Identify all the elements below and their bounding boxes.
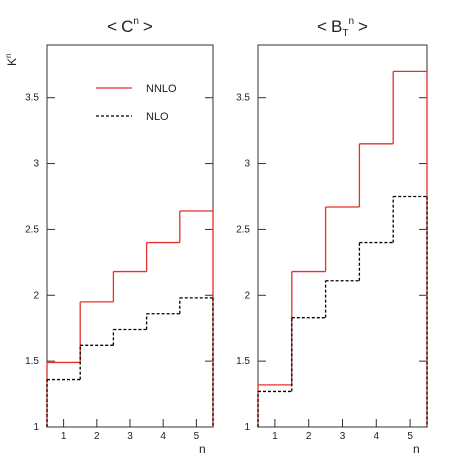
y-tick-label: 3 (244, 159, 250, 170)
legend-label: NLO (146, 111, 169, 123)
plot-frame (257, 44, 428, 428)
title-sub: T (342, 28, 348, 39)
chart-title: < Cn > (107, 16, 153, 36)
y-tick-label: 3.5 (236, 93, 250, 104)
y-axis-label: Kn (4, 54, 19, 66)
x-axis-label: n (199, 442, 206, 456)
y-tick-label: 2 (244, 290, 250, 301)
x-tick-label: 4 (374, 431, 380, 442)
y-tick-label: 2.5 (236, 224, 250, 235)
y-label-base: K (5, 58, 19, 66)
legend-label: NNLO (146, 83, 177, 95)
x-tick-label: 2 (306, 431, 312, 442)
x-tick-label: 2 (94, 431, 100, 442)
x-tick-label: 3 (340, 431, 346, 442)
title-open: < (317, 17, 327, 36)
y-label-sup: n (4, 54, 13, 58)
y-tick-label: 3.5 (25, 93, 39, 104)
y-tick-label: 1 (244, 422, 250, 433)
x-tick-label: 3 (127, 431, 133, 442)
x-axis-label: n (413, 442, 420, 456)
title-close: > (143, 17, 153, 36)
y-tick-label: 1.5 (25, 356, 39, 367)
title-sup: n (133, 16, 139, 27)
x-tick-label: 5 (194, 431, 200, 442)
y-tick-label: 2.5 (25, 224, 39, 235)
x-tick-label: 5 (407, 431, 413, 442)
title-sup: n (348, 16, 354, 27)
y-tick-label: 1.5 (236, 356, 250, 367)
x-tick-label: 1 (272, 431, 278, 442)
title-base: C (121, 17, 133, 36)
title-close: > (358, 17, 368, 36)
chart-title: < BTn > (317, 16, 368, 39)
y-tick-label: 2 (33, 290, 39, 301)
title-base: B (331, 17, 342, 36)
plot-frame (46, 44, 214, 428)
y-tick-label: 3 (33, 159, 39, 170)
x-tick-label: 1 (61, 431, 67, 442)
y-tick-label: 1 (33, 422, 39, 433)
title-open: < (107, 17, 117, 36)
x-tick-label: 4 (160, 431, 166, 442)
